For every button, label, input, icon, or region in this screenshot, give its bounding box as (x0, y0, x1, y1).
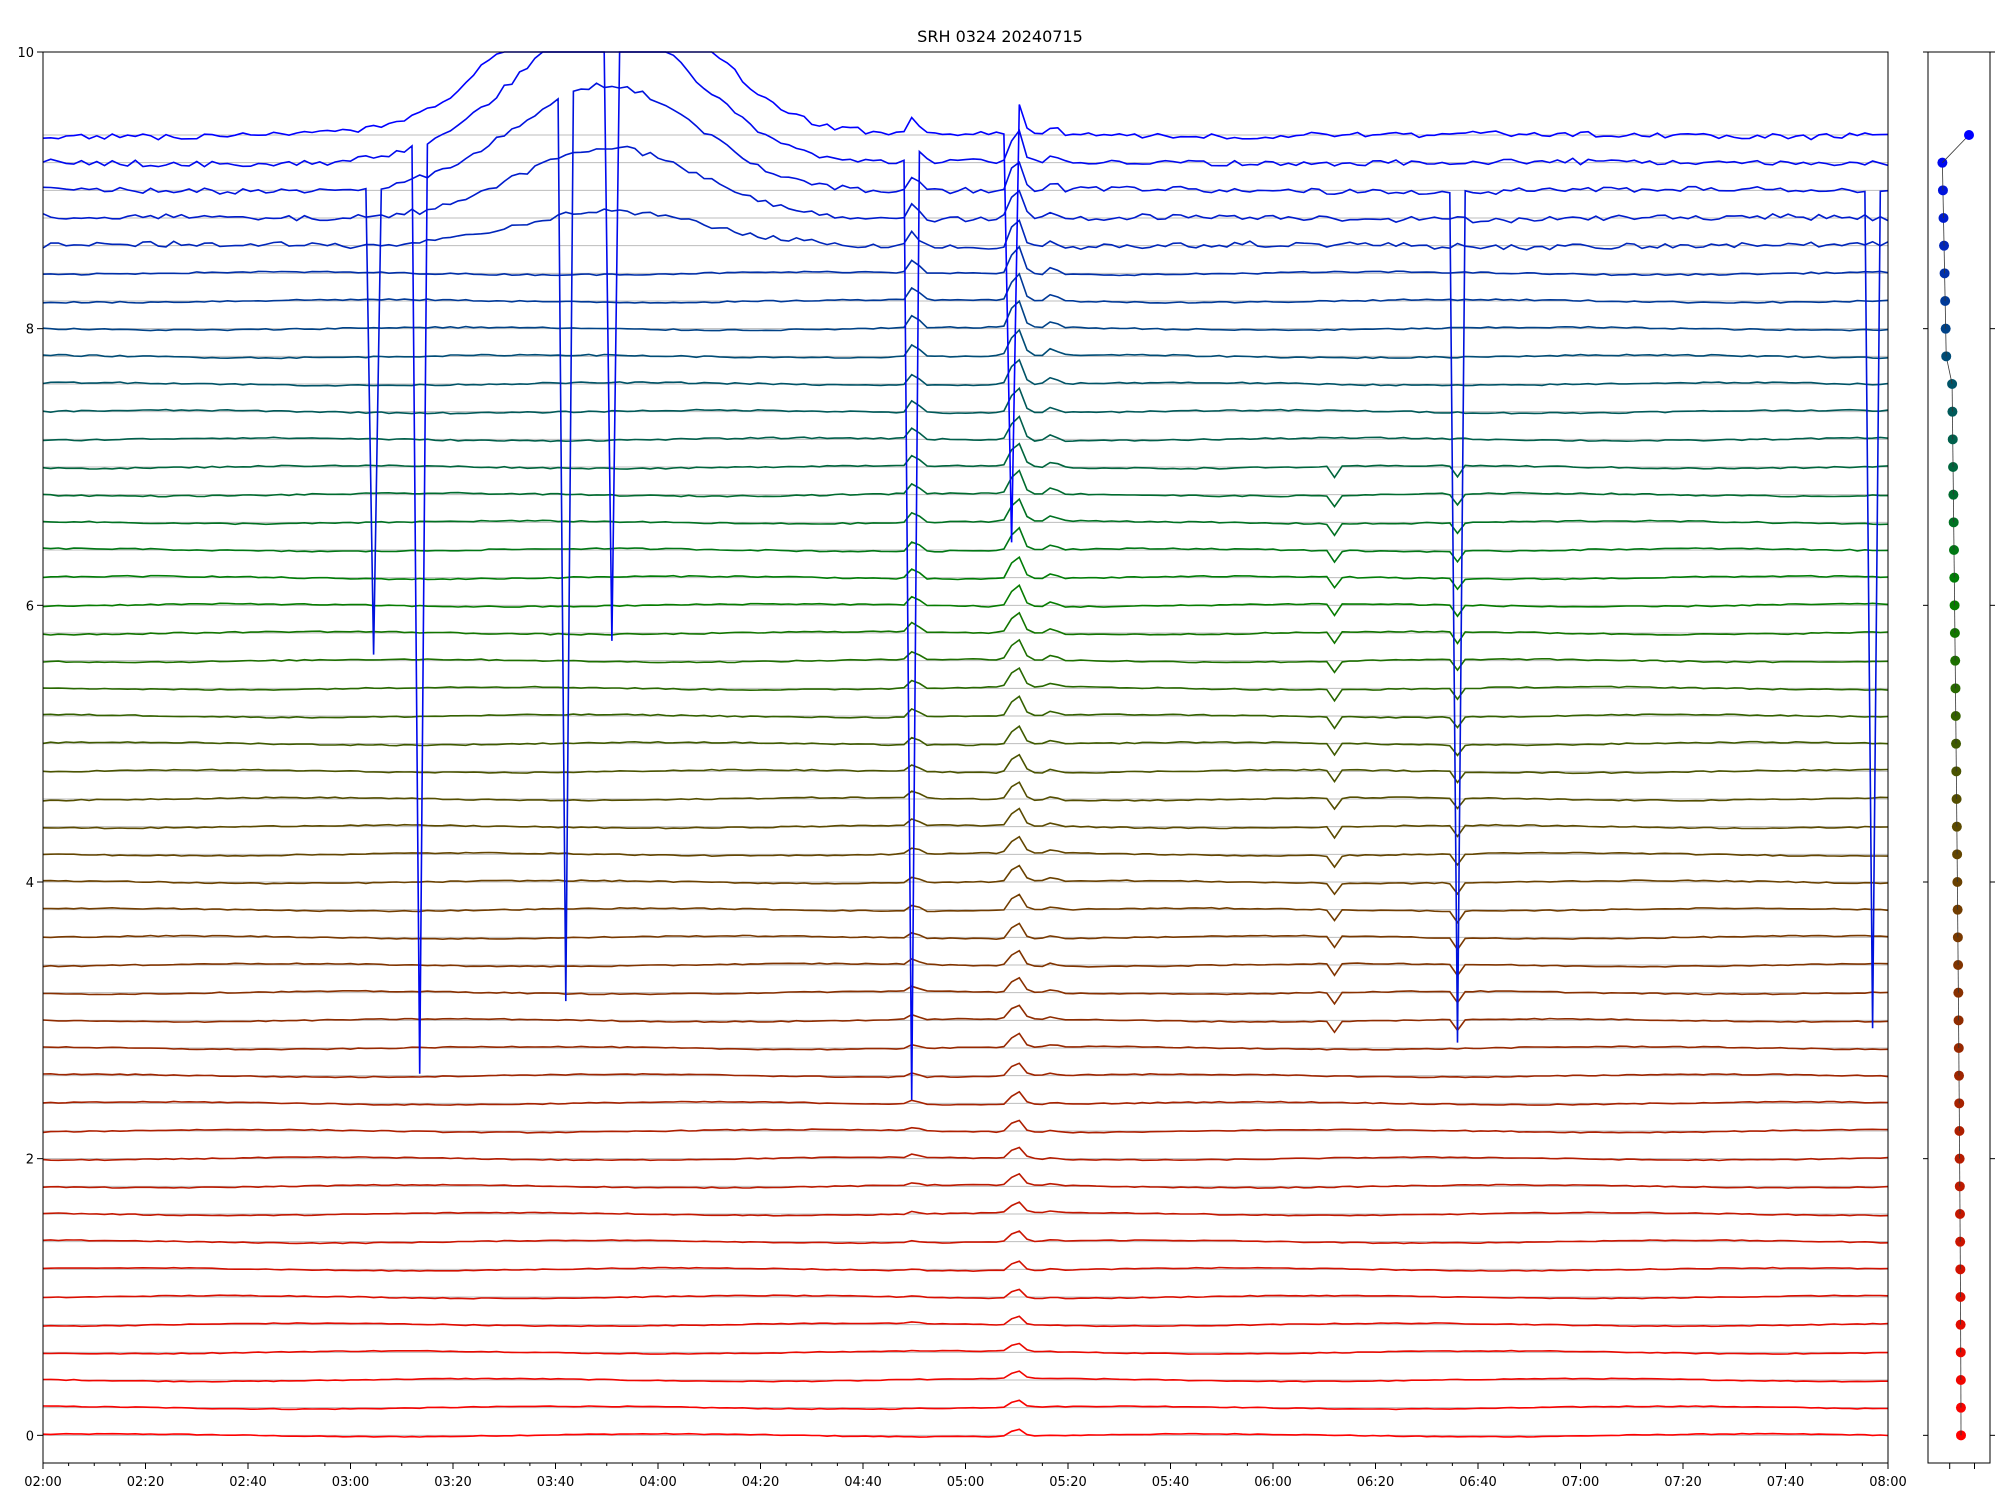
channel-line (42, 949, 1889, 977)
channel-line (42, 781, 1889, 811)
channel-line (42, 145, 1889, 224)
channel-line (42, 611, 1889, 645)
x-tick-label: 02:00 (24, 1475, 61, 1490)
channel-line (42, 1260, 1889, 1273)
channel-line (42, 1201, 1889, 1217)
channel-line (42, 82, 1889, 1043)
channel-line (42, 1004, 1889, 1034)
channel-line (43, 893, 1889, 925)
channel-line (42, 328, 1889, 360)
channel-line (42, 208, 1889, 251)
y-tick-label: 2 (26, 1153, 34, 1168)
channel-line (42, 1172, 1889, 1190)
y-tick-label: 4 (26, 876, 34, 891)
x-tick-label: 02:20 (127, 1475, 164, 1490)
channel-line (42, 245, 1889, 277)
channel-line (43, 976, 1889, 1006)
channel-line (42, 469, 1888, 508)
x-tick-label: 05:20 (1049, 1475, 1086, 1490)
x-tick-label: 04:40 (844, 1475, 881, 1490)
channel-line (42, 1342, 1889, 1355)
x-tick-label: 05:00 (947, 1475, 984, 1490)
channel-line (42, 922, 1889, 952)
x-tick-label: 06:20 (1357, 1475, 1394, 1490)
channel-line (42, 638, 1889, 674)
x-tick-label: 04:20 (742, 1475, 779, 1490)
channel-line (42, 864, 1889, 896)
channel-line (42, 497, 1889, 537)
channel-line (42, 1062, 1889, 1079)
channel-line (42, 51, 1889, 1100)
channel-line (42, 725, 1889, 757)
side-plot-frame (1927, 51, 1991, 1464)
x-tick-label: 06:00 (1254, 1475, 1291, 1490)
channel-line (42, 1032, 1889, 1051)
channel-line (42, 807, 1889, 840)
chart-title: SRH 0324 20240715 (917, 27, 1083, 46)
side-point (1964, 130, 1974, 140)
x-tick-label: 02:40 (229, 1475, 266, 1490)
main-plot: 02:00 02:20 02:40 03:00 03:20 03:40 04:00 04:20… (17, 46, 1906, 1490)
channel-line (42, 1370, 1888, 1383)
x-tick-label: 03:40 (537, 1475, 574, 1490)
channel-line (42, 1119, 1889, 1134)
x-tick-label: 03:20 (434, 1475, 471, 1490)
y-tick-label: 10 (17, 46, 34, 61)
channel-line (42, 358, 1889, 387)
y-tick-label: 0 (26, 1429, 34, 1444)
side-connector (1942, 134, 1970, 163)
x-tick-label: 06:40 (1459, 1475, 1496, 1490)
channel-line (42, 386, 1889, 415)
channel-line (42, 835, 1889, 869)
channel-line (42, 51, 1889, 543)
channel-line (42, 1146, 1889, 1162)
channel-line (42, 666, 1889, 703)
channel-line (42, 555, 1889, 591)
x-tick-label: 08:00 (1869, 1475, 1906, 1490)
channel-line (42, 584, 1889, 618)
channel-line (42, 415, 1889, 443)
channel-line (42, 753, 1889, 784)
channel-line (42, 1288, 1889, 1300)
x-tick-label: 07:20 (1664, 1475, 1701, 1490)
channel-line (42, 442, 1889, 479)
y-axis: 0 2 4 6 8 10 (17, 46, 43, 1444)
channel-line (42, 299, 1889, 332)
y-tick-label: 8 (26, 323, 34, 338)
channel-line (42, 272, 1889, 304)
x-tick-label: 07:00 (1562, 1475, 1599, 1490)
x-tick-label: 03:00 (332, 1475, 369, 1490)
channel-line (42, 1315, 1889, 1328)
side-plot-ticks (1923, 51, 1995, 1469)
y-tick-label: 6 (26, 599, 34, 614)
x-axis: 02:00 02:20 02:40 03:00 03:20 03:40 04:00 04:20… (24, 1463, 1907, 1490)
channel-line (42, 1090, 1889, 1106)
channel-line (42, 1399, 1888, 1411)
x-tick-label: 04:00 (639, 1475, 676, 1490)
side-plot (1923, 51, 1995, 1469)
side-plot-points (1937, 130, 1974, 1441)
channel-line (42, 526, 1889, 564)
channel-line (42, 1428, 1889, 1438)
channel-series (42, 51, 1889, 1438)
x-tick-label: 07:40 (1767, 1475, 1804, 1490)
channel-line (42, 695, 1889, 730)
x-tick-label: 05:40 (1152, 1475, 1189, 1490)
channel-line (42, 1230, 1889, 1245)
